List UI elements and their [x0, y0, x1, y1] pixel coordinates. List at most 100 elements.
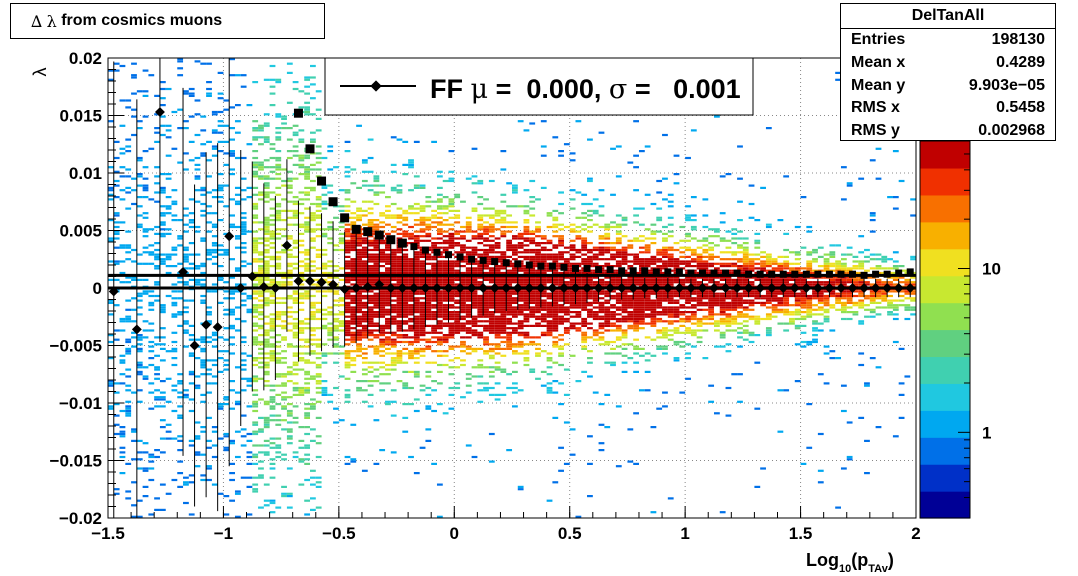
heatmap-cell: [523, 294, 530, 298]
heatmap-cell: [454, 276, 461, 279]
heatmap-cell: [442, 235, 449, 238]
heatmap-cell: [512, 322, 518, 325]
heatmap-cell: [419, 446, 426, 449]
heatmap-cell: [286, 283, 293, 286]
heatmap-cell: [281, 228, 287, 231]
heatmap-cell: [488, 207, 495, 210]
heatmap-cell: [119, 281, 126, 284]
heatmap-cell: [540, 253, 547, 256]
heatmap-cell: [108, 299, 114, 302]
heatmap-cell: [136, 225, 143, 229]
heatmap-cell: [615, 232, 622, 235]
heatmap-cell: [188, 481, 195, 484]
heatmap-cell: [338, 320, 345, 323]
heatmap-cell: [344, 140, 351, 143]
heatmap-cell: [310, 294, 316, 298]
heatmap-cell: [229, 343, 235, 346]
heatmap-cell: [263, 483, 270, 486]
heatmap-cell: [217, 131, 224, 134]
heatmap-cell: [431, 389, 437, 392]
heatmap-cell: [413, 253, 420, 256]
heatmap-cell: [367, 313, 374, 316]
heatmap-cell: [338, 304, 345, 307]
heatmap-cell: [396, 357, 403, 360]
heatmap-cell: [708, 297, 715, 300]
heatmap-cell: [512, 186, 518, 189]
heatmap-cell: [662, 320, 668, 323]
heatmap-cell: [563, 290, 570, 293]
heatmap-cell: [252, 308, 259, 311]
heatmap-cell: [448, 315, 455, 318]
heatmap-cell: [292, 202, 299, 206]
heatmap-cell: [488, 292, 495, 295]
heatmap-cell: [379, 331, 386, 334]
heatmap-cell: [304, 338, 311, 341]
heatmap-cell: [477, 179, 484, 183]
heatmap-cell: [465, 331, 472, 334]
heatmap-cell: [546, 278, 553, 281]
heatmap-cell: [108, 382, 114, 385]
heatmap-cell: [275, 451, 282, 454]
heatmap-cell: [448, 304, 455, 307]
heatmap-cell: [696, 262, 703, 265]
heatmap-cell: [506, 283, 513, 286]
heatmap-cell: [315, 357, 322, 360]
heatmap-cell: [431, 297, 437, 300]
heatmap-cell: [737, 237, 743, 240]
heatmap-cell: [431, 244, 437, 247]
heatmap-cell: [142, 150, 149, 153]
heatmap-cell: [211, 283, 218, 286]
heatmap-cell: [148, 262, 155, 265]
heatmap-cell: [379, 260, 386, 263]
heatmap-cell: [621, 255, 628, 258]
heatmap-cell: [258, 352, 264, 355]
heatmap-cell: [448, 324, 455, 327]
heatmap-cell: [529, 269, 536, 272]
heatmap-cell: [269, 327, 276, 330]
heatmap-cell: [471, 301, 478, 304]
heatmap-cell: [367, 380, 374, 383]
heatmap-cell: [321, 393, 328, 396]
heatmap-cell: [390, 340, 397, 344]
heatmap-cell: [500, 324, 507, 327]
heatmap-cell: [488, 357, 495, 360]
heatmap-cell: [408, 304, 414, 307]
heatmap-cell: [419, 384, 426, 387]
heatmap-cell: [396, 271, 403, 275]
heatmap-cell: [258, 221, 264, 224]
heatmap-cell: [304, 177, 311, 180]
heatmap-cell: [604, 294, 611, 298]
heatmap-cell: [275, 166, 282, 169]
heatmap-cell: [656, 278, 663, 281]
heatmap-cell: [621, 331, 628, 334]
heatmap-cell: [737, 244, 743, 247]
heatmap-cell: [269, 414, 276, 417]
heatmap-cell: [737, 200, 743, 203]
heatmap-cell: [708, 255, 715, 258]
heatmap-cell: [627, 357, 634, 360]
heatmap-cell: [425, 200, 432, 203]
heatmap-cell: [385, 269, 391, 272]
heatmap-cell: [223, 327, 230, 330]
heatmap-cell: [494, 228, 501, 231]
heatmap-cell: [194, 281, 201, 284]
heatmap-cell: [223, 435, 230, 438]
heatmap-cell: [610, 340, 616, 344]
heatmap-cell: [725, 239, 732, 242]
heatmap-cell: [477, 382, 484, 385]
heatmap-cell: [638, 294, 645, 298]
heatmap-cell: [361, 329, 368, 332]
heatmap-cell: [281, 405, 287, 408]
heatmap-cell: [494, 306, 501, 309]
heatmap-cell: [252, 127, 259, 130]
heatmap-cell: [148, 340, 155, 344]
heatmap-cell: [275, 258, 282, 261]
heatmap-cell: [252, 283, 259, 286]
heatmap-cell: [615, 338, 622, 341]
heatmap-cell: [373, 292, 380, 295]
heatmap-cell: [685, 292, 691, 295]
heatmap-cell: [327, 145, 334, 148]
heatmap-cell: [402, 297, 409, 300]
heatmap-cell: [650, 511, 657, 514]
heatmap-cell: [725, 306, 732, 309]
